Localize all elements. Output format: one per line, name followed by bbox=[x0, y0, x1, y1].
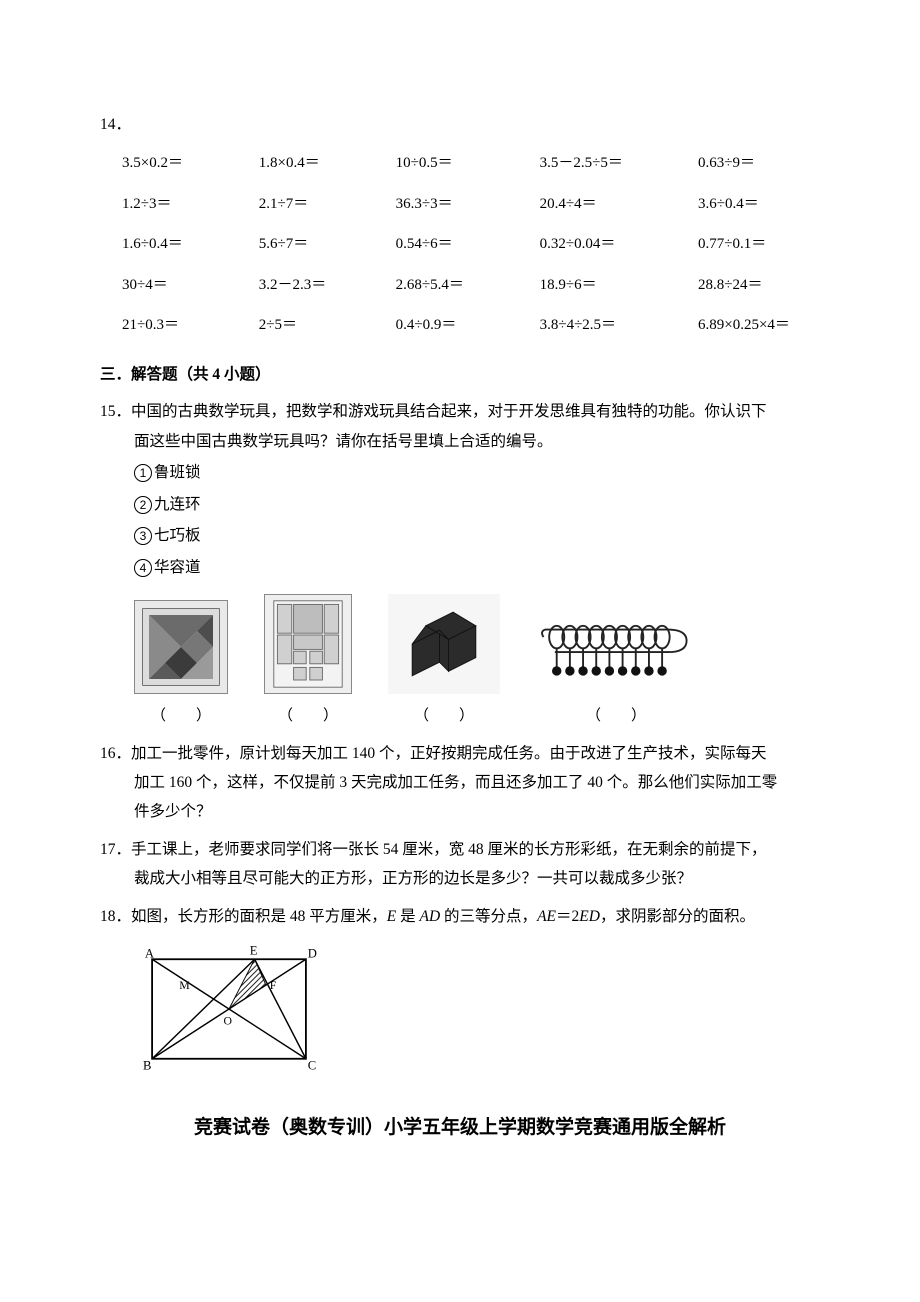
lbl-D: D bbox=[308, 947, 317, 961]
q15-circle-2: 2 bbox=[134, 496, 152, 514]
section3-heading: 三．解答题（共 4 小题） bbox=[100, 360, 820, 389]
table-row: 30÷4＝3.2－2.3＝2.68÷5.4＝18.9÷6＝28.8÷24＝ bbox=[118, 265, 838, 306]
q18-AD: AD bbox=[420, 908, 441, 925]
luban-icon bbox=[388, 594, 500, 694]
q18-mid1: 是 bbox=[396, 908, 419, 925]
q15-options: 1鲁班锁 2九连环 3七巧板 4华容道 bbox=[134, 458, 820, 582]
q18: 18．如图，长方形的面积是 48 平方厘米，E 是 AD 的三等分点，AE＝2E… bbox=[100, 902, 820, 1088]
q15-circle-4: 4 bbox=[134, 559, 152, 577]
q15-img-tangram: （ ） bbox=[134, 600, 228, 731]
q18-E: E bbox=[387, 908, 396, 925]
q14-cell: 1.2÷3＝ bbox=[118, 184, 255, 225]
q15: 15．中国的古典数学玩具，把数学和游戏玩具结合起来，对于开发思维具有独特的功能。… bbox=[100, 397, 820, 730]
q14-cell: 3.6÷0.4＝ bbox=[694, 184, 838, 225]
huarong-icon bbox=[264, 594, 352, 694]
q14-cell: 36.3÷3＝ bbox=[392, 184, 536, 225]
q14-cell: 2÷5＝ bbox=[255, 305, 392, 346]
q16-line3: 件多少个？ bbox=[134, 797, 820, 826]
q14-cell: 5.6÷7＝ bbox=[255, 224, 392, 265]
q17-line2: 裁成大小相等且尽可能大的正方形，正方形的边长是多少？一共可以裁成多少张？ bbox=[134, 864, 820, 893]
lbl-B: B bbox=[143, 1059, 151, 1073]
q14-cell: 21÷0.3＝ bbox=[118, 305, 255, 346]
q15-opt-2: 2九连环 bbox=[134, 490, 820, 519]
q14-cell: 0.63÷9＝ bbox=[694, 143, 838, 184]
q15-opt-3: 3七巧板 bbox=[134, 521, 820, 550]
table-row: 1.6÷0.4＝5.6÷7＝0.54÷6＝0.32÷0.04＝0.77÷0.1＝ bbox=[118, 224, 838, 265]
q14-cell: 1.6÷0.4＝ bbox=[118, 224, 255, 265]
table-row: 3.5×0.2＝1.8×0.4＝10÷0.5＝3.5－2.5÷5＝0.63÷9＝ bbox=[118, 143, 838, 184]
table-row: 21÷0.3＝2÷5＝0.4÷0.9＝3.8÷4÷2.5＝6.89×0.25×4… bbox=[118, 305, 838, 346]
q14-cell: 3.8÷4÷2.5＝ bbox=[536, 305, 694, 346]
q14-cell: 3.2－2.3＝ bbox=[255, 265, 392, 306]
q17: 17．手工课上，老师要求同学们将一张长 54 厘米，宽 48 厘米的长方形彩纸，… bbox=[100, 835, 820, 894]
q14-table: 3.5×0.2＝1.8×0.4＝10÷0.5＝3.5－2.5÷5＝0.63÷9＝… bbox=[118, 143, 838, 346]
q15-circle-3: 3 bbox=[134, 527, 152, 545]
nine-rings-icon bbox=[536, 614, 696, 694]
q14-cell: 18.9÷6＝ bbox=[536, 265, 694, 306]
q14-cell: 28.8÷24＝ bbox=[694, 265, 838, 306]
q18-figure: A D B C E F M O bbox=[134, 941, 820, 1087]
q14-cell: 6.89×0.25×4＝ bbox=[694, 305, 838, 346]
q16-line2: 加工 160 个，这样，不仅提前 3 天完成加工任务，而且还多加工了 40 个。… bbox=[134, 768, 820, 797]
q15-paren-2: （ ） bbox=[264, 702, 352, 731]
q14-cell: 20.4÷4＝ bbox=[536, 184, 694, 225]
lbl-F: F bbox=[270, 979, 277, 992]
q15-img-luban: （ ） bbox=[388, 594, 500, 731]
q18-eq: ＝2 bbox=[556, 908, 579, 925]
q15-img-huarong: （ ） bbox=[264, 594, 352, 731]
table-row: 1.2÷3＝2.1÷7＝36.3÷3＝20.4÷4＝3.6÷0.4＝ bbox=[118, 184, 838, 225]
q15-image-row: （ ） bbox=[134, 594, 820, 731]
q15-opt-4-label: 华容道 bbox=[154, 559, 201, 576]
q15-opt-1-label: 鲁班锁 bbox=[154, 464, 201, 481]
q14-cell: 10÷0.5＝ bbox=[392, 143, 536, 184]
q14-number: 14． bbox=[100, 110, 820, 139]
q18-mid2: 的三等分点， bbox=[440, 908, 537, 925]
lbl-E: E bbox=[250, 944, 258, 958]
q14-cell: 3.5×0.2＝ bbox=[118, 143, 255, 184]
q18-ED: ED bbox=[579, 908, 600, 925]
lbl-O: O bbox=[224, 1015, 233, 1028]
tangram-icon bbox=[134, 600, 228, 694]
q15-circle-1: 1 bbox=[134, 464, 152, 482]
q14-cell: 3.5－2.5÷5＝ bbox=[536, 143, 694, 184]
q15-opt-1: 1鲁班锁 bbox=[134, 458, 820, 487]
q18-pre: 18．如图，长方形的面积是 48 平方厘米， bbox=[100, 908, 387, 925]
q15-opt-2-label: 九连环 bbox=[154, 496, 201, 513]
q14-cell: 0.77÷0.1＝ bbox=[694, 224, 838, 265]
lbl-A: A bbox=[145, 947, 155, 961]
lbl-C: C bbox=[308, 1059, 316, 1073]
q16: 16．加工一批零件，原计划每天加工 140 个，正好按期完成任务。由于改进了生产… bbox=[100, 739, 820, 827]
q17-line1: 17．手工课上，老师要求同学们将一张长 54 厘米，宽 48 厘米的长方形彩纸，… bbox=[134, 835, 820, 864]
q14-cell: 0.4÷0.9＝ bbox=[392, 305, 536, 346]
q16-line1: 16．加工一批零件，原计划每天加工 140 个，正好按期完成任务。由于改进了生产… bbox=[134, 739, 820, 768]
q14-cell: 0.54÷6＝ bbox=[392, 224, 536, 265]
q14-cell: 0.32÷0.04＝ bbox=[536, 224, 694, 265]
q15-paren-3: （ ） bbox=[388, 702, 500, 731]
q14-cell: 30÷4＝ bbox=[118, 265, 255, 306]
q15-line2: 面这些中国古典数学玩具吗？请你在括号里填上合适的编号。 bbox=[134, 427, 820, 456]
q14-cell: 2.68÷5.4＝ bbox=[392, 265, 536, 306]
bottom-title: 竞赛试卷（奥数专训）小学五年级上学期数学竞赛通用版全解析 bbox=[100, 1110, 820, 1146]
q15-paren-1: （ ） bbox=[134, 702, 228, 731]
q18-AE: AE bbox=[537, 908, 556, 925]
q18-tail: ，求阴影部分的面积。 bbox=[600, 908, 755, 925]
q14-cell: 1.8×0.4＝ bbox=[255, 143, 392, 184]
q15-line1: 15．中国的古典数学玩具，把数学和游戏玩具结合起来，对于开发思维具有独特的功能。… bbox=[134, 397, 820, 426]
lbl-M: M bbox=[179, 979, 190, 992]
q15-opt-4: 4华容道 bbox=[134, 553, 820, 582]
q18-line1: 18．如图，长方形的面积是 48 平方厘米，E 是 AD 的三等分点，AE＝2E… bbox=[134, 902, 820, 931]
q14-cell: 2.1÷7＝ bbox=[255, 184, 392, 225]
q15-opt-3-label: 七巧板 bbox=[154, 527, 201, 544]
q15-img-rings: （ ） bbox=[536, 614, 696, 731]
q15-paren-4: （ ） bbox=[536, 702, 696, 731]
